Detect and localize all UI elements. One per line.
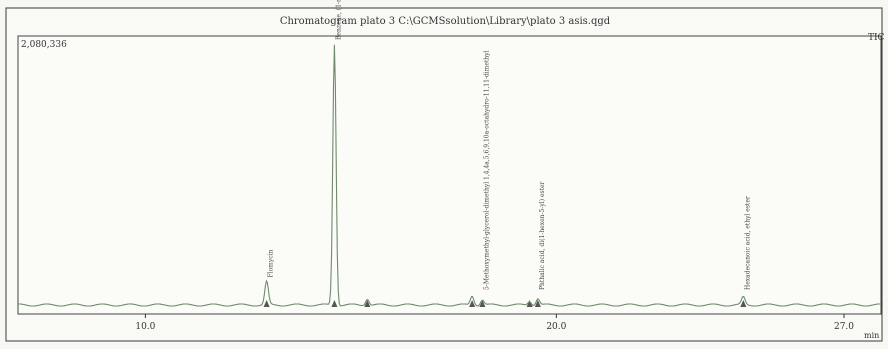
x-tick-label: 20.0 bbox=[546, 322, 566, 332]
peak-marker bbox=[331, 300, 338, 307]
y-max-label: 2,080,336 bbox=[21, 40, 67, 50]
peak-marker bbox=[740, 300, 747, 307]
peak-marker bbox=[534, 300, 541, 307]
peak-label: 5-Methoxymethyl-glycerol-dimethyl 1,4,4a… bbox=[483, 50, 490, 290]
peak-label: Hexadecanoic acid, ethyl ester bbox=[744, 196, 751, 290]
x-tick-label: 10.0 bbox=[135, 322, 155, 332]
x-tick-label: 27.0 bbox=[834, 322, 854, 332]
plot-area bbox=[17, 35, 882, 315]
tic-trace-line bbox=[18, 44, 881, 307]
peak-marker bbox=[263, 300, 270, 307]
detector-label: TIC bbox=[868, 33, 885, 43]
peak-label: Phthalic acid, di(1-hexen-5-yl) ester bbox=[539, 181, 546, 290]
peak-marker bbox=[469, 300, 476, 307]
peak-marker bbox=[364, 300, 371, 307]
peak-marker bbox=[479, 300, 486, 307]
peak-marker bbox=[526, 300, 533, 307]
chart-title: Chromatogram plato 3 C:\GCMSsolution\Lib… bbox=[280, 16, 611, 27]
peak-labels: Flomycin Benzene, (1-methyl-2-propenyl)-1… bbox=[268, 0, 752, 290]
peak-label: Flomycin bbox=[268, 249, 275, 277]
peak-markers bbox=[263, 300, 747, 307]
peak-label: Benzene, (1-methyl-2-propenyl)-1-ol bbox=[335, 0, 342, 40]
x-axis-unit-label: min bbox=[864, 331, 879, 340]
x-axis-ticks: 10.0 20.0 27.0 bbox=[135, 314, 854, 332]
